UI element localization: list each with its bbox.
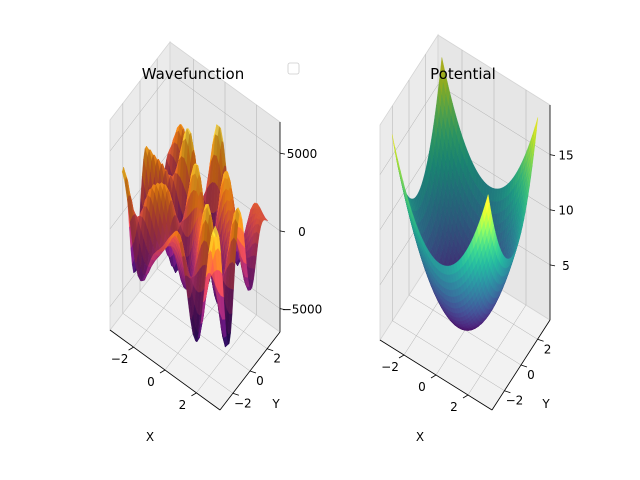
z-tick-label: 0 bbox=[298, 225, 306, 239]
z-tick-mark bbox=[279, 230, 286, 233]
x-tick-label: 0 bbox=[147, 375, 155, 389]
z-tick-mark bbox=[279, 152, 286, 155]
surface bbox=[391, 57, 539, 331]
y-tick-label: −2 bbox=[234, 396, 252, 410]
y-tick-label: 0 bbox=[527, 368, 535, 382]
y-tick-mark bbox=[267, 348, 274, 352]
y-tick-label: 0 bbox=[256, 374, 264, 388]
x-tick-mark bbox=[462, 394, 469, 399]
x-tick-mark bbox=[159, 369, 166, 374]
x-tick-label: 2 bbox=[179, 398, 187, 412]
y-axis-label: Y bbox=[541, 397, 550, 411]
z-tick-label: 10 bbox=[558, 204, 573, 218]
z-tick-label: 5000 bbox=[287, 147, 318, 161]
x-axis-label: X bbox=[146, 430, 154, 444]
grid-line bbox=[392, 105, 505, 391]
surface-patch bbox=[485, 194, 490, 213]
x-tick-mark bbox=[191, 392, 197, 397]
y-tick-label: 2 bbox=[544, 342, 552, 356]
grid-line bbox=[139, 81, 251, 372]
z-tick-mark bbox=[549, 209, 556, 212]
x-tick-label: 2 bbox=[450, 400, 458, 414]
z-tick-mark bbox=[549, 264, 556, 267]
y-tick-label: −2 bbox=[506, 394, 524, 408]
x-tick-label: 0 bbox=[418, 380, 426, 394]
grid-line bbox=[379, 84, 551, 175]
grid-line bbox=[109, 72, 281, 154]
x-tick-mark bbox=[430, 374, 437, 379]
x-axis-label: X bbox=[416, 430, 424, 444]
y-tick-mark bbox=[520, 364, 528, 368]
legend-box bbox=[287, 62, 300, 75]
x-tick-label: −2 bbox=[381, 360, 399, 374]
x-tick-mark bbox=[128, 346, 134, 351]
y-tick-mark bbox=[537, 338, 544, 342]
z-tick-mark bbox=[279, 308, 286, 311]
surface-patch bbox=[213, 225, 219, 238]
surface bbox=[121, 123, 269, 348]
y-tick-mark bbox=[504, 390, 511, 394]
x-tick-mark bbox=[398, 354, 405, 359]
z-tick-label: 15 bbox=[558, 149, 573, 163]
chart-title: Wavefunction bbox=[142, 65, 244, 83]
x-tick-label: −2 bbox=[111, 352, 129, 366]
y-tick-label: 2 bbox=[273, 352, 281, 366]
z-tick-mark bbox=[549, 154, 556, 157]
z-tick-label: −5000 bbox=[282, 303, 323, 317]
y-tick-mark bbox=[232, 392, 239, 396]
y-tick-mark bbox=[249, 370, 257, 374]
chart-title: Potential bbox=[430, 65, 496, 83]
grid-line bbox=[196, 104, 257, 394]
grid-line bbox=[408, 80, 522, 366]
y-axis-label: Y bbox=[271, 397, 280, 411]
z-tick-label: 5 bbox=[562, 259, 570, 273]
